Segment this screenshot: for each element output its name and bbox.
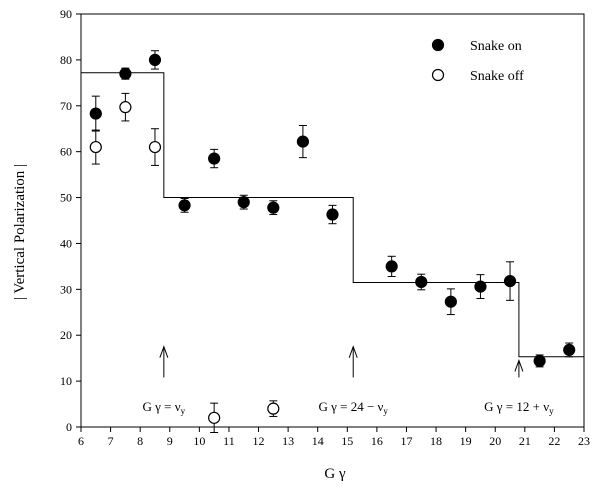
x-tick-label: 9 xyxy=(167,434,173,448)
annotation-main: G γ = 12 + ν xyxy=(484,399,549,414)
x-tick-label: 18 xyxy=(430,434,442,448)
legend-marker-snake-on xyxy=(431,38,445,52)
x-tick-label: 13 xyxy=(282,434,294,448)
snake-on-point xyxy=(415,275,428,289)
snake-on-point xyxy=(326,208,339,221)
snake-on-point xyxy=(89,107,102,120)
y-tick-label: 50 xyxy=(60,191,72,205)
x-tick-label: 23 xyxy=(578,434,590,448)
snake-on-point xyxy=(267,201,280,214)
annotation-subscript: y xyxy=(549,406,554,416)
y-axis-title: | Vertical Polarization | xyxy=(12,164,28,300)
plot-frame xyxy=(80,13,585,428)
x-tick-label: 15 xyxy=(341,434,353,448)
annotation-label: G γ = 24 − νy xyxy=(318,399,388,416)
y-tick-label: 30 xyxy=(60,282,72,296)
x-tick-label: 11 xyxy=(223,434,235,448)
x-tick-label: 21 xyxy=(519,434,531,448)
snake-on-point xyxy=(474,280,487,293)
annotation-label: G γ = νy xyxy=(143,399,186,416)
x-tick-label: 20 xyxy=(489,434,501,448)
annotation-subscript: y xyxy=(383,406,388,416)
annotation-label: G γ = 12 + νy xyxy=(484,399,554,416)
x-tick-label: 6 xyxy=(78,434,84,448)
plot-area: 6 7 8 9 10 11 12 13 14 15 16 17 18 19 20 21 22 23 0 10 20 30 4… xyxy=(60,7,590,448)
arrow-head xyxy=(514,358,524,372)
snake-off-point xyxy=(119,101,132,114)
y-tick-label: 80 xyxy=(60,53,72,67)
x-tick-label: 7 xyxy=(108,434,114,448)
y-tick-label: 0 xyxy=(66,420,72,434)
legend-marker-snake-off xyxy=(431,68,445,82)
legend-label: Snake on xyxy=(470,39,522,54)
snake-on-point xyxy=(533,354,546,368)
y-tick-label: 10 xyxy=(60,374,72,388)
snake-on-point xyxy=(385,260,398,273)
y-tick-label: 70 xyxy=(60,99,72,113)
arrow-head xyxy=(159,345,169,358)
y-tick-label: 40 xyxy=(60,236,72,250)
y-tick-label: 90 xyxy=(60,7,72,21)
snake-on-point xyxy=(119,67,132,80)
x-tick-label: 22 xyxy=(548,434,560,448)
x-tick-label: 8 xyxy=(137,434,143,448)
snake-on-point xyxy=(237,196,250,209)
snake-on-point xyxy=(563,343,576,357)
annotation-main: G γ = ν xyxy=(143,399,181,414)
snake-off-point xyxy=(208,411,221,424)
arrow-head xyxy=(348,345,358,358)
snake-on-point xyxy=(444,295,457,308)
x-tick-label: 10 xyxy=(193,434,205,448)
y-tick-label: 60 xyxy=(60,145,72,159)
snake-on-point xyxy=(296,135,310,148)
annotation-main: G γ = 24 − ν xyxy=(318,399,383,414)
snake-off-point xyxy=(267,402,280,415)
snake-on-point xyxy=(208,152,221,165)
annotation-subscript: y xyxy=(181,406,186,416)
x-tick-label: 16 xyxy=(371,434,383,448)
snake-off-point xyxy=(89,140,102,154)
x-tick-label: 19 xyxy=(460,434,472,448)
y-tick-label: 20 xyxy=(60,328,72,342)
snake-on-point xyxy=(503,274,517,288)
step-fit-line xyxy=(81,72,584,358)
snake-off-point xyxy=(148,140,162,154)
x-axis-title: G γ xyxy=(324,466,346,482)
x-tick-label: 14 xyxy=(312,434,324,448)
snake-on-point xyxy=(178,199,191,212)
legend-label: Snake off xyxy=(470,69,524,84)
x-tick-label: 12 xyxy=(253,434,265,448)
x-tick-label: 17 xyxy=(400,434,412,448)
snake-on-point xyxy=(148,53,162,66)
